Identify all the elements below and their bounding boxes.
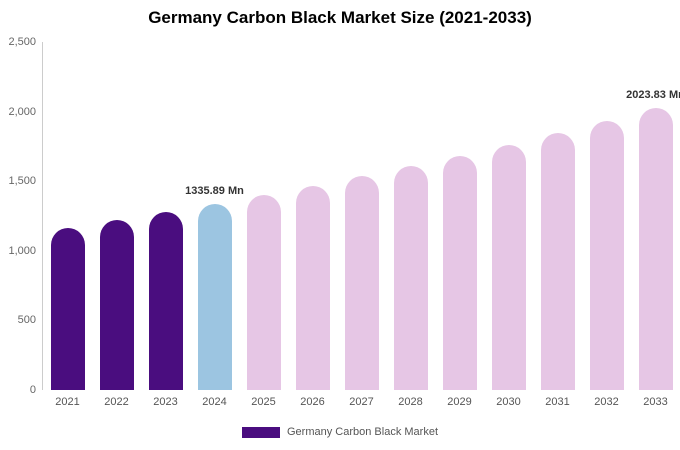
x-tick-label: 2026 (300, 396, 325, 408)
bar-slot (239, 42, 288, 390)
bar-slot (43, 42, 92, 390)
x-tick-label: 2027 (349, 396, 374, 408)
bar-slot: 2023.83 Mn (626, 42, 680, 390)
x-tick-label: 2031 (545, 396, 570, 408)
bar-2031[interactable] (540, 133, 575, 390)
legend-label: Germany Carbon Black Market (287, 426, 438, 438)
bar-slot (582, 42, 631, 390)
y-tick-label: 2,000 (8, 105, 36, 118)
bar-slot: 1335.89 Mn (185, 42, 244, 390)
x-tick-label: 2024 (202, 396, 227, 408)
bar-slot (435, 42, 484, 390)
bar-2029[interactable] (442, 155, 477, 390)
bar-2022[interactable] (99, 220, 134, 390)
bar-slot (484, 42, 533, 390)
bar-2023[interactable] (148, 212, 183, 390)
bar-slot (92, 42, 141, 390)
x-tick-label: 2029 (447, 396, 472, 408)
x-tick-label: 2030 (496, 396, 521, 408)
y-tick-label: 1,500 (8, 175, 36, 188)
bar-slot (386, 42, 435, 390)
x-tick-label: 2023 (153, 396, 178, 408)
bar-2032[interactable] (589, 121, 624, 390)
chart-legend: Germany Carbon Black Market (0, 426, 680, 438)
bar-2024[interactable] (197, 204, 232, 390)
bar-slot (141, 42, 190, 390)
plot-area: 1335.89 Mn 2023.83 Mn (43, 42, 680, 390)
y-axis-line (42, 42, 43, 390)
x-tick-label: 2021 (55, 396, 80, 408)
bar-2030[interactable] (491, 144, 526, 390)
x-tick-label: 2032 (594, 396, 619, 408)
bar-slot (337, 42, 386, 390)
bar-2033[interactable] (638, 108, 673, 390)
x-tick-label: 2033 (643, 396, 668, 408)
bar-slot (533, 42, 582, 390)
bar-2026[interactable] (295, 186, 330, 390)
bar-value-label: 2023.83 Mn (626, 89, 680, 102)
bar-2021[interactable] (50, 228, 85, 390)
x-axis-labels: 2021 2022 2023 2024 2025 2026 2027 2028 2029 2030… (43, 396, 680, 408)
x-tick-label: 2022 (104, 396, 129, 408)
x-tick-label: 2028 (398, 396, 423, 408)
bar-value-label: 1335.89 Mn (185, 185, 244, 198)
x-tick-label: 2025 (251, 396, 276, 408)
y-tick-label: 500 (17, 314, 36, 327)
legend-swatch (242, 426, 280, 438)
bar-slot (288, 42, 337, 390)
y-axis: 0 500 1,000 1,500 2,000 2,500 (0, 36, 38, 396)
bar-2028[interactable] (393, 166, 428, 390)
y-tick-label: 1,000 (8, 244, 36, 257)
bar-2027[interactable] (344, 176, 379, 390)
y-tick-label: 0 (29, 384, 36, 396)
bar-2025[interactable] (246, 195, 281, 390)
y-tick-label: 2,500 (8, 36, 36, 48)
chart-title: Germany Carbon Black Market Size (2021-2… (148, 8, 532, 27)
